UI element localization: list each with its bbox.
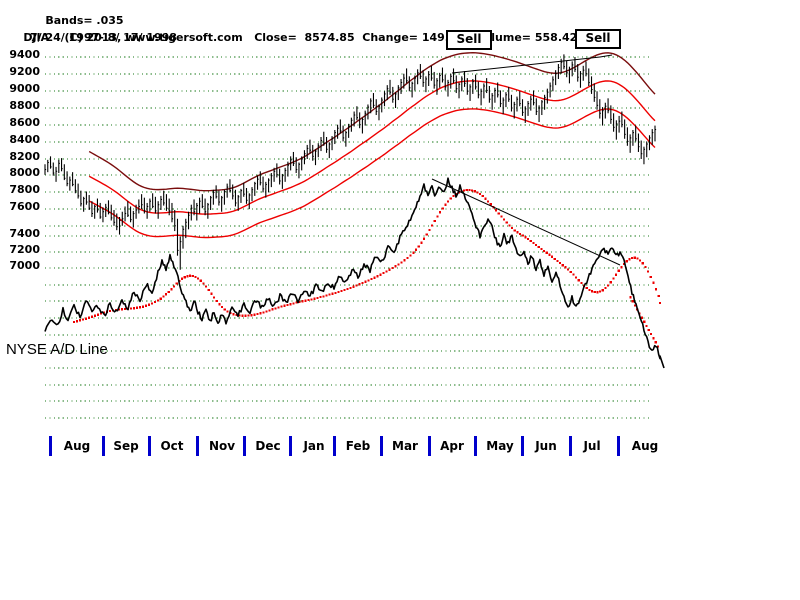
y-axis-tick-label: 8600 xyxy=(9,116,40,129)
month-label-aug: Aug xyxy=(631,439,659,453)
close-value: 8574.85 xyxy=(304,31,355,44)
y-axis-tick-label: 9200 xyxy=(9,65,40,78)
month-tick-mark xyxy=(148,436,151,456)
ad-trendline-group xyxy=(431,178,621,266)
month-tick-mark xyxy=(474,436,477,456)
ad-line-label: NYSE A/D Line xyxy=(6,341,108,358)
y-axis-tick-label: 8400 xyxy=(9,133,40,146)
month-tick-mark xyxy=(102,436,105,456)
month-tick-mark xyxy=(380,436,383,456)
month-label-jun: Jun xyxy=(535,439,557,453)
price-trendline-group xyxy=(451,54,613,74)
month-tick-mark xyxy=(289,436,292,456)
y-axis-tick-label: 7800 xyxy=(9,183,40,196)
bands-parameter-label: Bands= .035 xyxy=(30,1,124,40)
price-bars-group xyxy=(44,54,657,270)
month-label-jul: Jul xyxy=(583,439,601,453)
copyright-label: (C) 2013, www.tigersoft.com xyxy=(64,31,243,44)
month-tick-mark xyxy=(428,436,431,456)
y-axis-tick-label: 9400 xyxy=(9,48,40,61)
month-label-nov: Nov xyxy=(208,439,236,453)
y-axis-tick-label: 7000 xyxy=(9,259,40,272)
y-axis-tick-label: 7200 xyxy=(9,243,40,256)
month-label-sep: Sep xyxy=(113,439,139,453)
price-bands-group xyxy=(88,51,656,239)
month-tick-mark xyxy=(49,436,52,456)
month-label-jan: Jan xyxy=(303,439,325,453)
month-label-may: May xyxy=(486,439,514,453)
month-label-feb: Feb xyxy=(345,439,371,453)
month-tick-mark xyxy=(521,436,524,456)
y-axis-tick-label: 8000 xyxy=(9,166,40,179)
close-label: Close= xyxy=(254,31,297,44)
month-axis: Aug Sep Oct Nov Dec Jan Feb Mar Apr May Jun Jul Aug xyxy=(0,436,800,462)
month-tick-mark xyxy=(333,436,336,456)
month-tick-mark xyxy=(243,436,246,456)
change-label: Change= xyxy=(362,31,418,44)
symbol-label: DJIA xyxy=(23,31,50,44)
month-label-aug: Aug xyxy=(63,439,91,453)
month-label-dec: Dec xyxy=(255,439,281,453)
ad-moving-average-group xyxy=(73,188,662,348)
month-tick-mark xyxy=(196,436,199,456)
y-axis-tick-label: 7400 xyxy=(9,227,40,240)
sell-signal-box-1[interactable]: Sell xyxy=(446,30,492,50)
y-axis-tick-label: 8200 xyxy=(9,150,40,163)
volume-value: 558.42 xyxy=(534,31,578,44)
date-range-label: 7/ 24/ 1997- 8/ 17/ 1998 xyxy=(30,31,177,44)
month-tick-mark xyxy=(617,436,620,456)
ad-line-group xyxy=(44,177,665,369)
y-axis-tick-label: 8800 xyxy=(9,99,40,112)
y-axis-tick-label: 9000 xyxy=(9,82,40,95)
month-tick-mark xyxy=(569,436,572,456)
month-label-oct: Oct xyxy=(160,439,184,453)
month-label-mar: Mar xyxy=(392,439,418,453)
y-axis-tick-label: 7600 xyxy=(9,200,40,213)
month-label-apr: Apr xyxy=(440,439,464,453)
quote-info-line: DJIA (C) 2013, www.tigersoft.com Close= … xyxy=(8,18,577,57)
bands-value: Bands= .035 xyxy=(45,14,124,27)
sell-signal-box-2[interactable]: Sell xyxy=(575,29,621,49)
